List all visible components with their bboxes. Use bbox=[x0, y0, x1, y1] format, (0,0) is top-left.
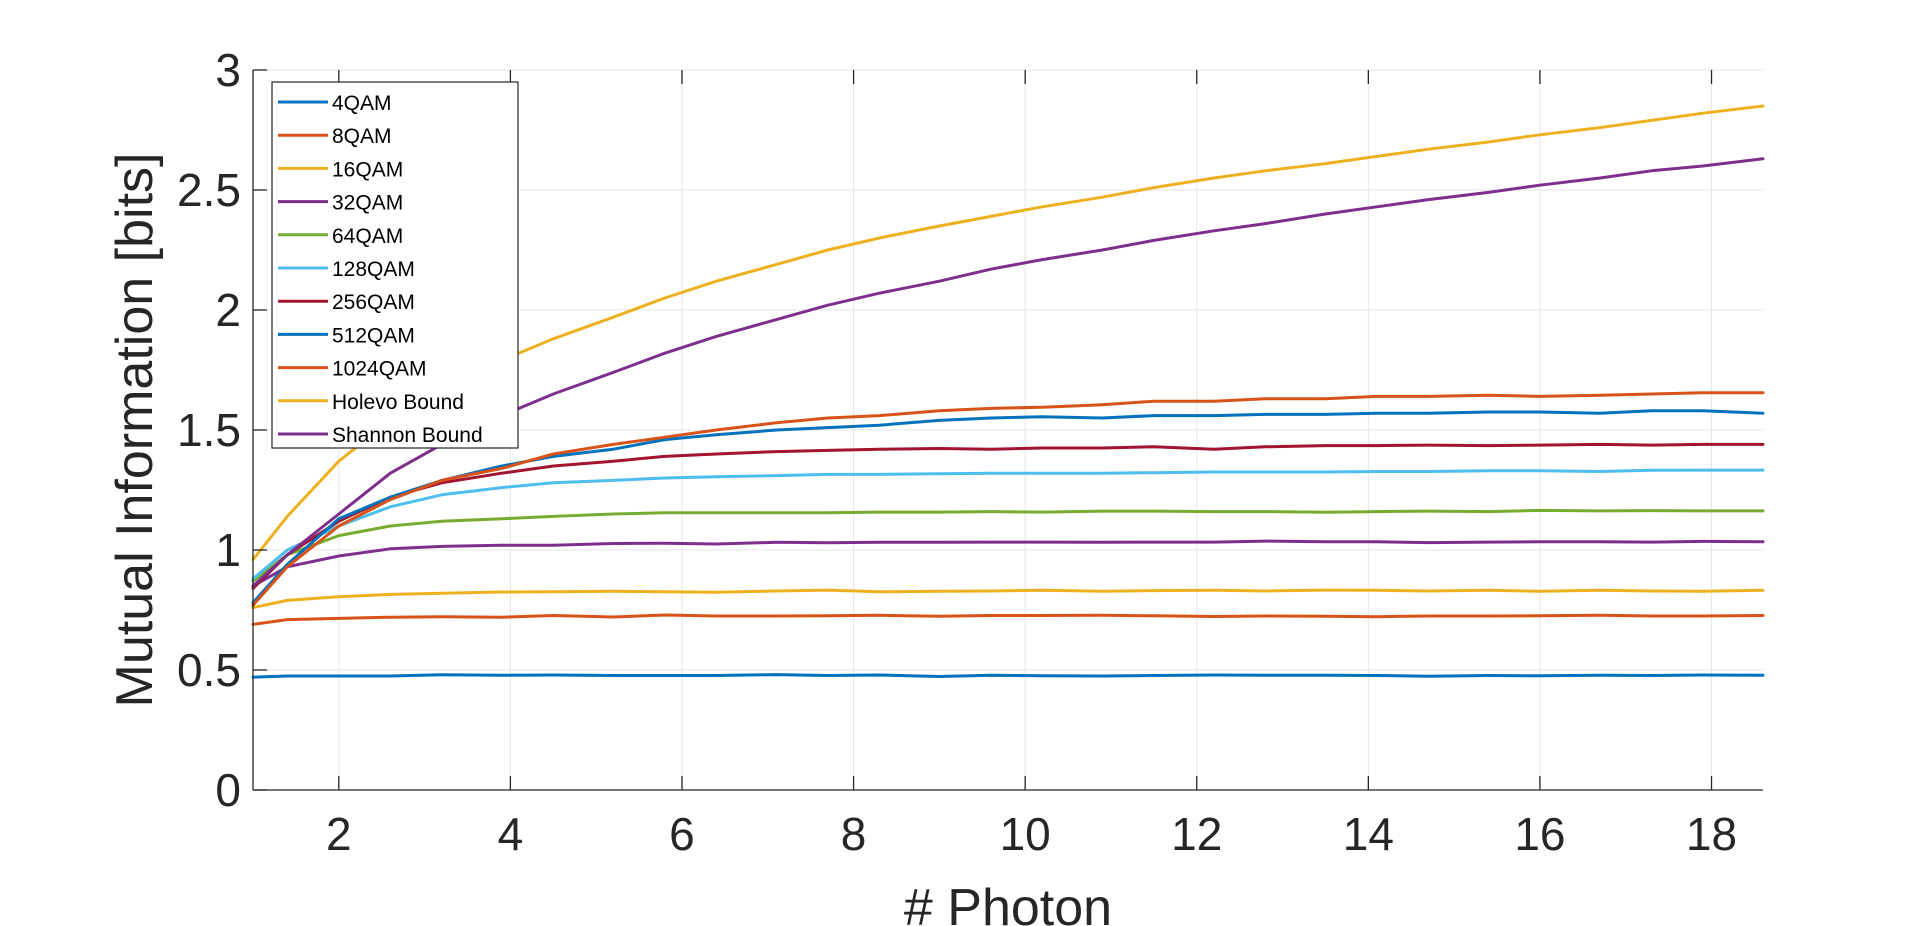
y-tick-label: 0 bbox=[215, 764, 241, 816]
x-tick-label: 10 bbox=[1000, 808, 1051, 860]
x-tick-label: 14 bbox=[1343, 808, 1394, 860]
series-line-4qam bbox=[251, 673, 1765, 679]
y-tick-label: 1 bbox=[215, 524, 241, 576]
x-tick-label: 18 bbox=[1686, 808, 1737, 860]
legend-label: 32QAM bbox=[332, 192, 403, 215]
series-line-8qam bbox=[251, 613, 1765, 626]
series-line-512qam bbox=[251, 409, 1765, 605]
legend-label: 256QAM bbox=[332, 291, 415, 314]
y-tick-label: 2.5 bbox=[177, 164, 241, 216]
series-line-16qam bbox=[251, 588, 1765, 610]
axes bbox=[252, 69, 1763, 791]
legend-box bbox=[271, 81, 519, 449]
series-line-128qam bbox=[251, 468, 1765, 581]
x-axis-title: # Photon bbox=[904, 879, 1112, 926]
y-tick-label: 3 bbox=[215, 44, 241, 96]
series-line-256qam bbox=[251, 442, 1765, 590]
x-tick-label: 8 bbox=[841, 808, 867, 860]
legend-label: 64QAM bbox=[332, 225, 403, 248]
tick-labels: 2 4 6 8 10 12 14 16 18 0 0.5 1 1.5 2 2.5 3 bbox=[177, 44, 1737, 860]
x-tick-label: 2 bbox=[326, 808, 352, 860]
y-tick-label: 0.5 bbox=[177, 644, 241, 696]
x-tick-label: 4 bbox=[498, 808, 524, 860]
y-tick-label: 1.5 bbox=[177, 404, 241, 456]
y-axis-title: Mutual Information [bits] bbox=[106, 153, 164, 708]
series-line-1024qam bbox=[251, 391, 1765, 607]
y-tick-label: 2 bbox=[215, 284, 241, 336]
series-line-32qam bbox=[251, 539, 1765, 588]
x-tick-label: 16 bbox=[1514, 808, 1565, 860]
x-tick-label: 12 bbox=[1171, 808, 1222, 860]
legend-label: Holevo Bound bbox=[332, 391, 464, 414]
legend-label: 8QAM bbox=[332, 125, 392, 148]
legend-label: 512QAM bbox=[332, 324, 415, 347]
legend-label: 16QAM bbox=[332, 158, 403, 181]
legend-label: 128QAM bbox=[332, 258, 415, 281]
series-line-64qam bbox=[251, 508, 1765, 583]
series-layer bbox=[251, 104, 1765, 679]
legend: 4QAM 8QAM 16QAM 32QAM 64QAM 128QAM 256QAM 512QA… bbox=[271, 81, 519, 449]
legend-label: Shannon Bound bbox=[332, 424, 483, 447]
legend-label: 1024QAM bbox=[332, 358, 427, 381]
x-tick-label: 6 bbox=[669, 808, 695, 860]
legend-label: 4QAM bbox=[332, 92, 392, 115]
